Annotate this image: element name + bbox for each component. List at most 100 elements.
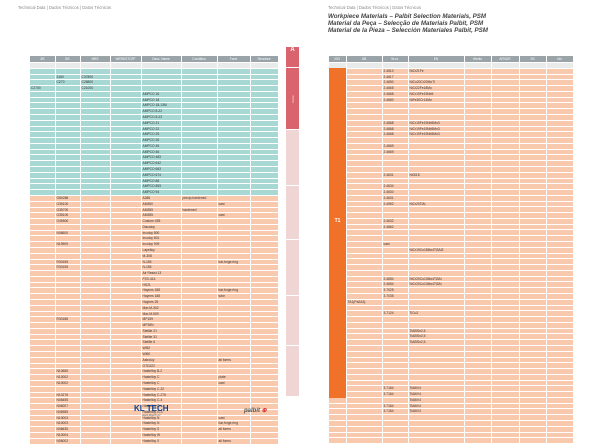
- left-table-cell: [110, 403, 142, 410]
- right-table-cell: [546, 270, 574, 277]
- right-table-cell: [491, 218, 520, 225]
- left-table-cell: [181, 334, 218, 341]
- left-table-cell: [110, 270, 142, 277]
- left-table-cell: [250, 68, 279, 75]
- right-table-cell: [408, 108, 465, 115]
- right-table-cell: [329, 397, 347, 404]
- right-table-cell: [464, 293, 492, 300]
- right-table-row: 3.7164 TiAl6V4: [329, 403, 574, 410]
- right-table-cell: [346, 437, 383, 445]
- right-table-cell: [491, 281, 520, 289]
- right-table-cell: [464, 74, 492, 81]
- left-table-cell: [30, 189, 56, 196]
- left-table-cell: [30, 368, 56, 376]
- left-table-cell: [55, 253, 81, 260]
- right-table-cell: [464, 270, 492, 277]
- left-table-cell: [110, 218, 142, 225]
- right-table-cell: [382, 137, 409, 144]
- section-tab-cell[interactable]: [286, 240, 299, 296]
- left-table-cell: [250, 172, 279, 179]
- right-table-cell: [546, 322, 574, 329]
- right-table-cell: NiCo20Cr20MoTi: [408, 79, 465, 87]
- right-table-cell: [346, 305, 383, 312]
- right-table-cell: [382, 114, 409, 121]
- left-table-cell: [55, 166, 81, 173]
- left-table-cell: [30, 178, 56, 185]
- left-table-cell: [110, 235, 142, 243]
- left-table-cell: [181, 241, 218, 248]
- left-table-row: N10665 Hastelloy B-2: [30, 368, 279, 376]
- right-table-cell: [408, 270, 465, 277]
- left-table-cell: [80, 403, 111, 410]
- right-table-cell: [519, 351, 547, 358]
- left-table-cell: [181, 264, 218, 272]
- right-table-cell: [346, 149, 383, 156]
- left-table-cell: [30, 276, 56, 283]
- right-table-cell: [464, 380, 492, 387]
- left-table-cell: [30, 102, 56, 110]
- section-tab-cell[interactable]: [286, 346, 299, 397]
- right-table-cell: [464, 235, 492, 242]
- right-table-cell: TiAl6V4: [408, 408, 465, 416]
- right-table-cell: [464, 206, 492, 214]
- right-table-cell: [519, 154, 547, 162]
- left-table-cell: [55, 137, 81, 144]
- left-table-cell: N06455: [55, 397, 81, 405]
- right-table-cell: [408, 287, 465, 294]
- section-tab-cell[interactable]: Ferro: [286, 68, 299, 130]
- right-table-cell: [519, 357, 547, 364]
- left-table-row: G35100 AM355 cast: [30, 212, 279, 220]
- right-table-cell: [408, 305, 465, 312]
- left-table-cell: [110, 293, 142, 300]
- section-tab-cell[interactable]: [286, 186, 299, 240]
- left-table-cell: [80, 322, 111, 329]
- right-table-cell: [346, 120, 383, 127]
- right-table-cell: [408, 241, 465, 248]
- right-table-cell: 2.4668: [382, 91, 409, 98]
- right-table-cell: 2.4660: [382, 97, 409, 104]
- left-table-cell: [217, 305, 251, 312]
- right-table-cell: 2.4662: [382, 224, 409, 231]
- left-table-row: Stellite 6: [30, 339, 279, 347]
- right-table-cell: [464, 149, 492, 156]
- right-table-cell: [519, 287, 547, 294]
- right-table-cell: 2.4634: [382, 183, 409, 191]
- left-table-cell: [55, 363, 81, 370]
- right-table-cell: [546, 172, 574, 179]
- right-table-cell: NiCr19Fe19Nb5: [408, 91, 465, 98]
- right-table-cell: [546, 437, 574, 445]
- right-table-cell: [546, 264, 574, 271]
- right-table-cell: [382, 229, 409, 237]
- right-table-cell: [491, 374, 520, 381]
- left-table-cell: [217, 85, 251, 92]
- right-table-cell: [382, 322, 409, 329]
- left-table-cell: [110, 345, 142, 353]
- left-table-cell: [250, 189, 279, 196]
- left-table-cell: [80, 392, 111, 399]
- right-table-cell: [464, 339, 492, 346]
- section-tab-cell[interactable]: [286, 296, 299, 346]
- left-material-table: JIS BS NRS WERKSTOFF Desc. Name Condition Form…: [30, 56, 279, 445]
- right-table-cell: [546, 258, 574, 266]
- right-table-cell: [408, 74, 465, 81]
- right-table-cell: [382, 339, 409, 346]
- group-bar: T1: [329, 68, 346, 398]
- left-table-cell: [250, 230, 279, 237]
- left-table-row: R30188 MP159: [30, 316, 279, 324]
- left-table-cell: [80, 102, 111, 110]
- left-table-cell: [80, 120, 111, 127]
- left-table-row: HS21: [30, 282, 279, 289]
- left-table-cell: [30, 183, 56, 191]
- left-table-cell: [110, 363, 142, 370]
- right-table-cell: [329, 62, 347, 69]
- left-table-cell: Mar-M-302: [141, 305, 182, 312]
- right-col-header: SS: [519, 56, 547, 63]
- right-table-cell: [519, 270, 547, 277]
- left-table-cell: [250, 137, 279, 144]
- right-table-cell: [519, 79, 547, 87]
- left-table-row: AMPCO 26: [30, 137, 279, 144]
- section-tab-cell[interactable]: [286, 130, 299, 186]
- left-table-cell: [217, 368, 251, 376]
- left-table-cell: [55, 85, 81, 92]
- left-table-cell: [217, 91, 251, 98]
